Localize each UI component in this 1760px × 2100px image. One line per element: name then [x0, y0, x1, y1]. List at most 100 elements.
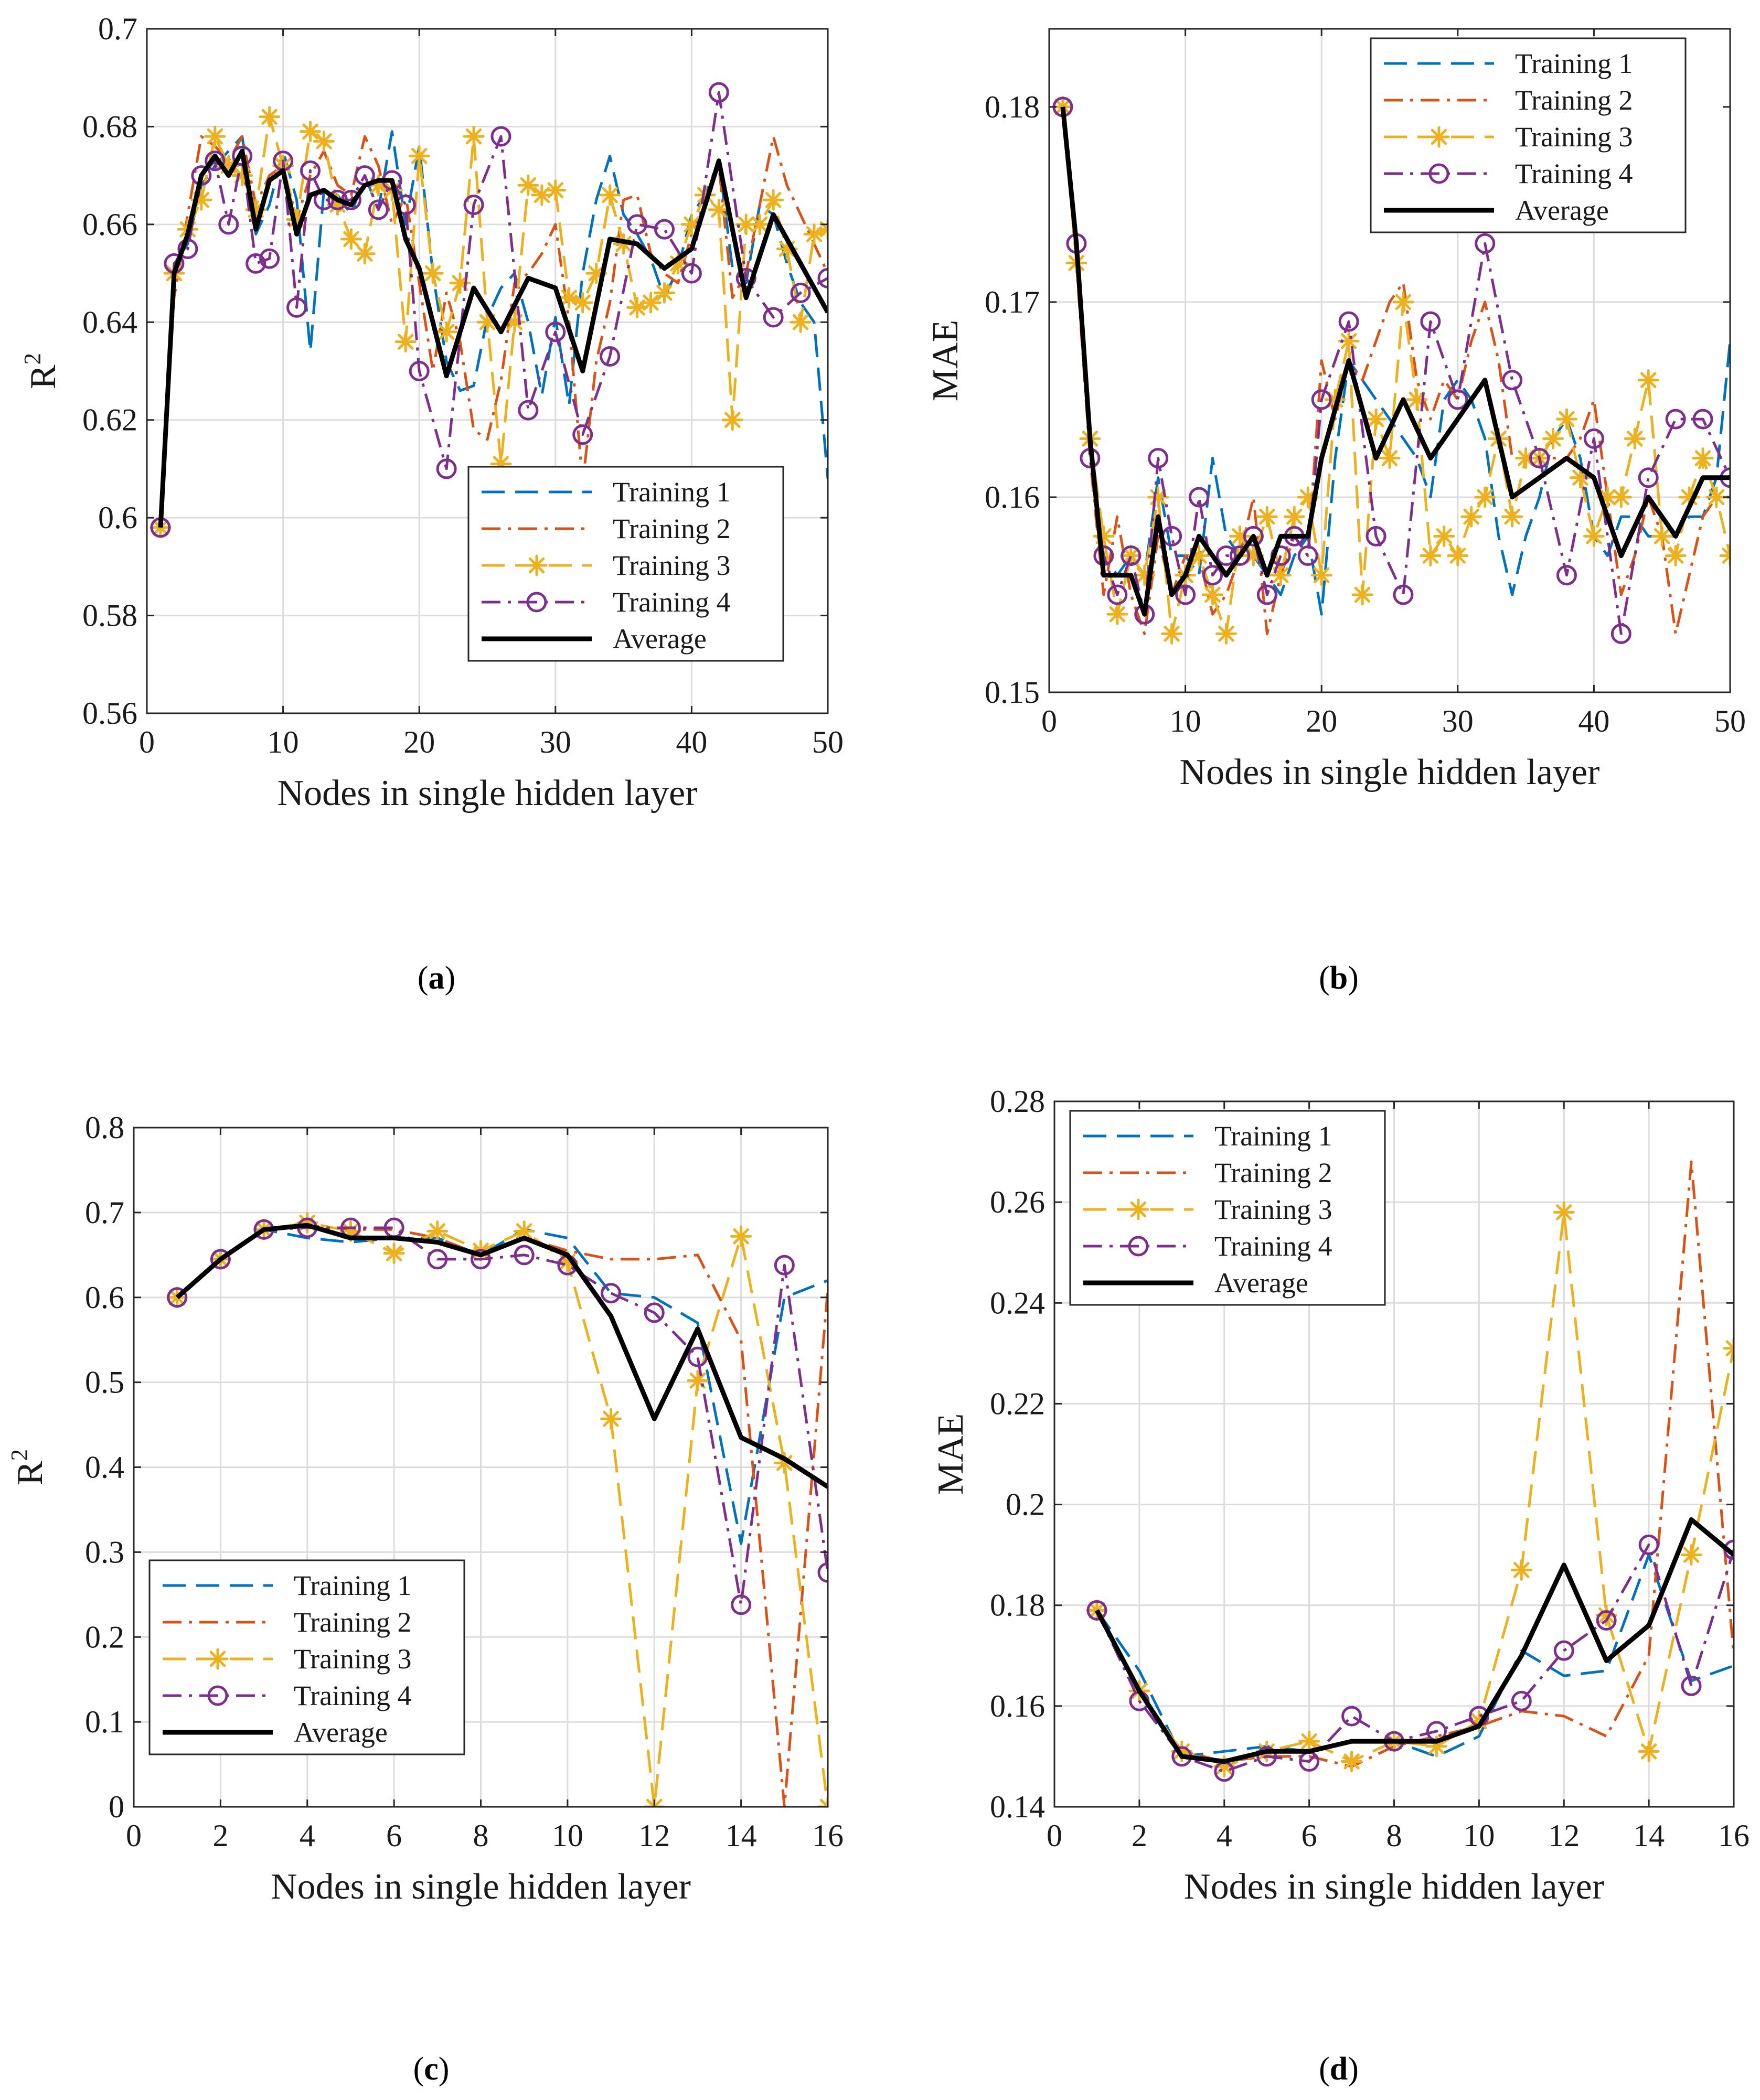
chart2-series-t3-point-49: [1719, 545, 1730, 567]
chart1-series-t4-point-27: [627, 214, 648, 235]
chart1-series-t4-point-33: [790, 282, 811, 303]
chart4-ytick-label-2: 0.18: [990, 1588, 1045, 1623]
chart2-series-t4-point-21: [1366, 526, 1386, 547]
chart2-series-t4-point-26: [1502, 370, 1523, 391]
chart2-series-t4-point-32: [1665, 409, 1686, 430]
chart2-legend-label-t1: Training 1: [1515, 48, 1633, 79]
chart3-series-t3-point-6: [426, 1220, 449, 1242]
chart3-series-t3-point-13: [730, 1225, 752, 1247]
chart1-series-t4-point-5: [218, 214, 239, 235]
chart2-series-t4-point-14: [1243, 526, 1264, 547]
chart2-series-t4-point-15: [1256, 584, 1277, 605]
chart1-ylabel: R2: [19, 353, 63, 389]
chart2-xtick-label-4: 40: [1578, 704, 1609, 738]
chart3-xtick-label-3: 6: [386, 1818, 402, 1853]
chart1-series-t4-point-24: [545, 322, 566, 342]
chart1-series-t3-point-27: [517, 174, 539, 196]
chart3-series-t3-point-15: [817, 1796, 828, 1807]
panel-label-b-open: (: [1319, 960, 1330, 996]
chart2-series-t3-point-19: [1310, 564, 1332, 586]
chart3-xtick-label-4: 8: [473, 1818, 489, 1853]
chart4-series-t4-line: [1095, 1543, 1734, 1773]
chart4-ytick-label-0: 0.14: [990, 1790, 1045, 1824]
chart3-series-t4-point-13: [731, 1594, 752, 1615]
chart2-legend-label-t2: Training 2: [1515, 84, 1633, 116]
chart2-series-t3-point-27: [1420, 545, 1442, 567]
chart2-series-t3-point-42: [1624, 427, 1646, 449]
chart1-series-t2-line: [159, 135, 828, 528]
chart3-ylabel-main: R: [10, 1461, 50, 1485]
chart1-legend-box: [467, 466, 784, 662]
chart1-series-t3-point-19: [408, 145, 430, 167]
chart3-ytick-label-3: 0.3: [85, 1535, 124, 1569]
chart1-series-t3-point-33: [599, 184, 621, 206]
chart2-series-t4-point-22: [1393, 584, 1414, 605]
chart1-axes-frame: [146, 28, 829, 714]
chart2-series-t3-point-48: [1705, 486, 1727, 508]
chart1-series-t4-point-6: [232, 145, 253, 166]
chart1-series-t3-point-8: [259, 106, 281, 128]
chart2-series-t4-point-19: [1311, 389, 1332, 410]
chart2-series-t4-point-24: [1447, 389, 1468, 410]
chart3-legend-box: [148, 1559, 465, 1755]
chart1-series-t3-point-41: [708, 199, 730, 221]
chart2-series-t3-point-41: [1610, 486, 1632, 508]
chart3-xtick-label-1: 2: [212, 1818, 228, 1853]
chart1-series-t3-point-44: [749, 213, 771, 235]
chart2-series-t3-point-23: [1365, 408, 1387, 430]
chart2-series-t4-point-20: [1338, 311, 1359, 332]
chart4-series-t3-point-10: [1510, 1559, 1532, 1581]
chart2-series-t3-point-16: [1270, 564, 1292, 586]
panel-label-a-close: ): [444, 960, 456, 996]
chart3-series-avg-line: [175, 1223, 828, 1489]
chart2-legend-marker-t3: [1428, 126, 1450, 148]
chart1-series-t3-point-28: [531, 184, 553, 206]
chart4-ytick-label-1: 0.16: [990, 1689, 1045, 1723]
chart4-xtick-label-8: 16: [1718, 1818, 1750, 1853]
chart2-xtick-label-2: 20: [1306, 704, 1337, 738]
chart2-series-t4-point-7: [1148, 448, 1169, 469]
chart3-legend-label-t4: Training 4: [294, 1680, 412, 1711]
chart1-xtick-label-1: 10: [268, 725, 299, 759]
chart1-series-t4-point-20: [436, 458, 457, 479]
chart2-series-t3-point-17: [1283, 506, 1305, 528]
chart2-series-t4-point-5: [1121, 545, 1142, 566]
chart1-series-t4-point-19: [409, 361, 430, 381]
chart4-series-t4-point-4: [1256, 1746, 1277, 1767]
chart1-xtick-label-3: 30: [540, 725, 571, 759]
chart4-ylabel: MAE: [931, 1413, 971, 1495]
chart2-series-t3-point-24: [1379, 447, 1401, 469]
chart2-series-t4-point-11: [1202, 565, 1223, 586]
chart2-ytick-label-0: 0.15: [985, 675, 1040, 710]
chart4-series-avg-line: [1094, 1517, 1734, 1764]
chart1-legend-label-t4: Training 4: [613, 586, 731, 618]
chart1-series-t3-point-36: [640, 292, 662, 314]
chart2-series-t4-point-27: [1529, 448, 1550, 469]
panel-label-c-close: ): [438, 2051, 450, 2087]
chart3-xlabel: Nodes in single hidden layer: [271, 1867, 691, 1907]
panel-label-a: (a): [418, 960, 455, 997]
chart3-ytick-label-1: 0.1: [85, 1705, 124, 1739]
chart3-series-t2-line: [176, 1224, 828, 1807]
chart2-ytick-label-3: 0.18: [985, 90, 1040, 124]
chart4-series-t4-point-14: [1681, 1675, 1702, 1696]
chart3-series-t4-point-6: [427, 1249, 448, 1270]
chart1-series-t4-point-23: [518, 400, 539, 421]
chart1-series-t3-point-15: [354, 243, 376, 265]
panel-label-c-letter: c: [424, 2051, 439, 2087]
chart3-legend-label-t3: Training 3: [294, 1643, 412, 1675]
chart2-legend-box: [1370, 37, 1687, 233]
chart2-series-t3-point-30: [1460, 506, 1482, 528]
chart2-series-t4-point-9: [1175, 584, 1196, 605]
chart1-series-avg-line: [158, 148, 828, 528]
chart3-series-t4-point-1: [210, 1249, 231, 1270]
panel-label-c-open: (: [413, 2051, 424, 2087]
chart2-series-t4-point-12: [1215, 545, 1236, 566]
chart2-series-t4-point-13: [1229, 545, 1250, 566]
chart4-series-t4-point-11: [1553, 1640, 1574, 1661]
chart3-ytick-label-7: 0.7: [85, 1195, 124, 1230]
chart4-ytick-label-3: 0.2: [1006, 1487, 1045, 1522]
panel-label-b: (b): [1319, 960, 1359, 997]
chart2-series-t4-point-4: [1107, 584, 1128, 605]
chart1-legend-marker-t4: [526, 592, 547, 613]
